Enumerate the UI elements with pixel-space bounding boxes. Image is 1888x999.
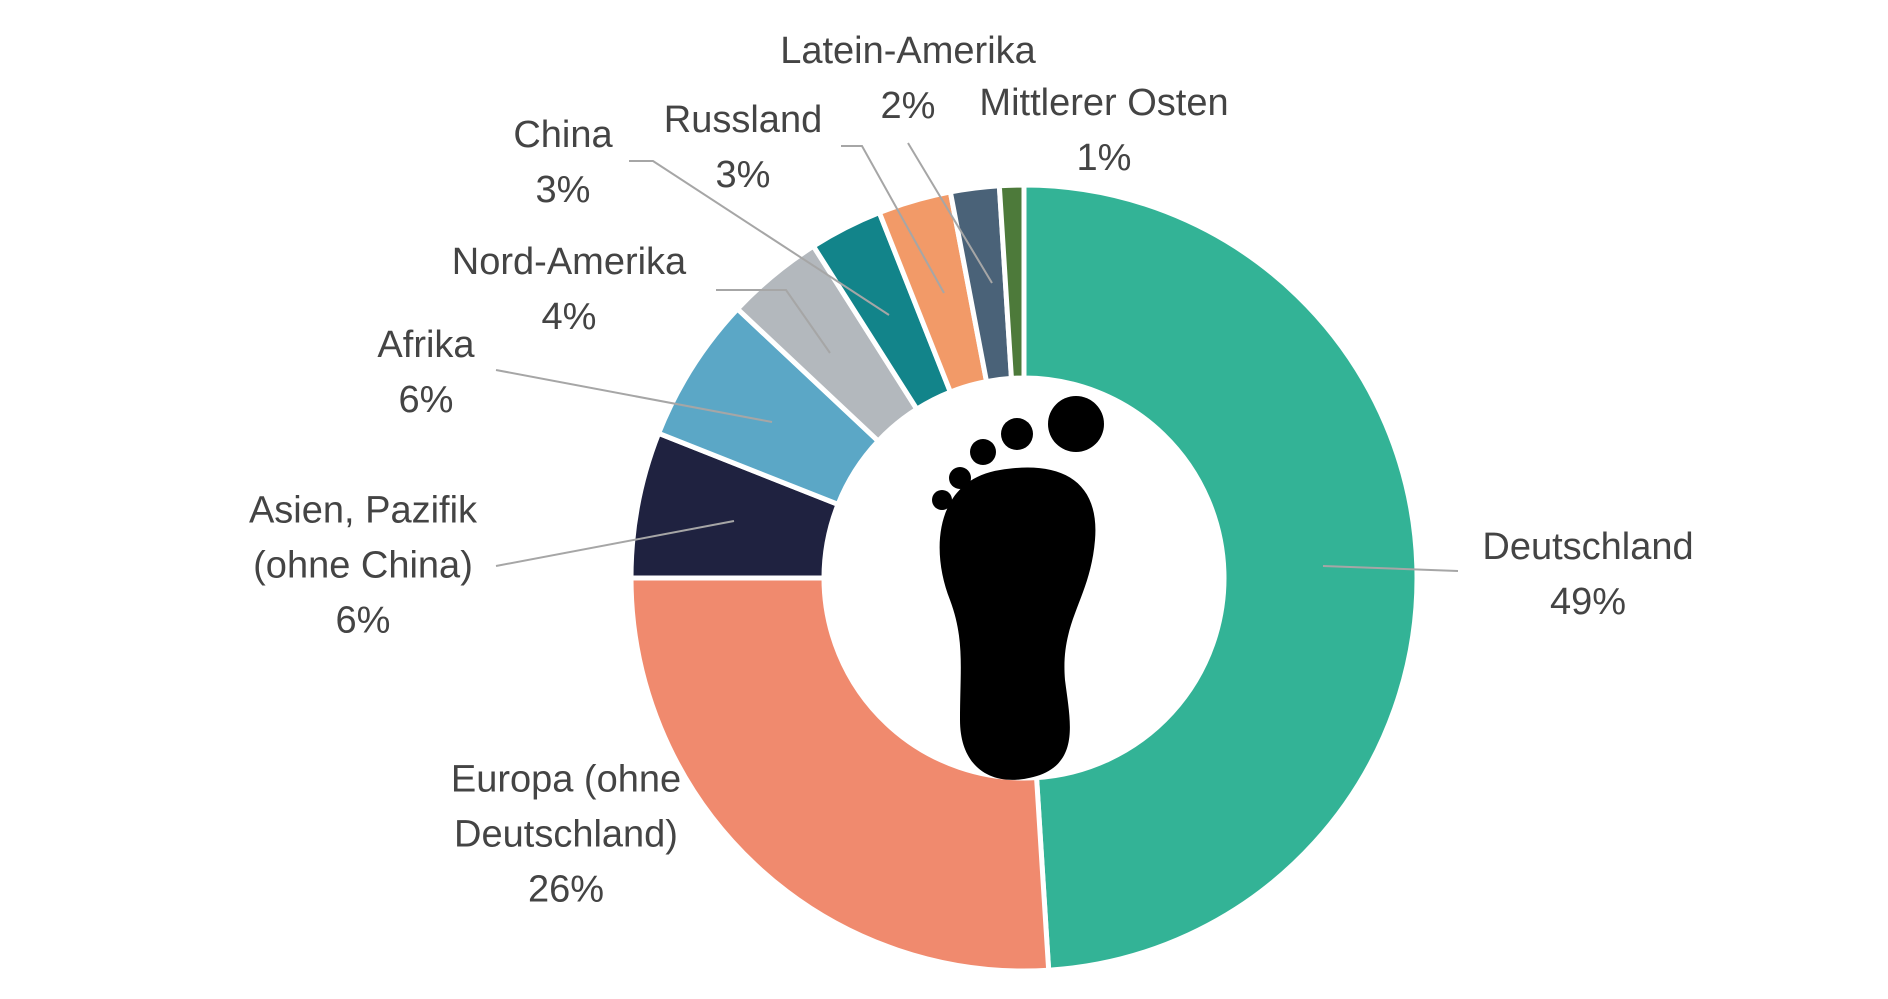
value-label: 6% — [398, 379, 454, 421]
data-label: Afrika 6% — [377, 318, 474, 428]
data-label: Mittlerer Osten 1% — [979, 76, 1228, 186]
data-label: Russland 3% — [664, 93, 822, 203]
category-label: Afrika — [377, 323, 475, 366]
category-label: China — [513, 113, 613, 156]
category-label: Asien, Pazifik (ohne China) — [248, 489, 478, 587]
leader-lines — [495, 142, 1459, 572]
leader-line — [495, 369, 773, 423]
data-label: China 3% — [513, 108, 612, 218]
slices — [628, 182, 1420, 974]
category-label: Nord-Amerika — [451, 240, 687, 283]
category-label: Russland — [663, 98, 823, 141]
value-label: 4% — [541, 296, 597, 338]
value-label: 49% — [1549, 581, 1627, 623]
leader-line — [841, 145, 945, 294]
category-label: Deutschland — [1482, 525, 1694, 568]
data-label: Europa (ohne Deutschland) 26% — [431, 752, 701, 917]
leader-line — [495, 520, 735, 567]
category-label: Mittlerer Osten — [979, 81, 1229, 124]
data-label: Nord-Amerika 4% — [452, 235, 686, 345]
donut-slice — [1021, 182, 1420, 973]
category-label: Europa (ohne Deutschland) — [450, 758, 682, 856]
category-label: Latein-Amerika — [780, 29, 1036, 72]
value-label: 3% — [535, 169, 591, 211]
data-label: Latein-Amerika 2% — [780, 24, 1036, 134]
value-label: 26% — [527, 868, 605, 911]
leader-line — [629, 160, 890, 316]
donut-slice — [996, 182, 1027, 382]
donut-slice — [628, 575, 1052, 974]
value-label: 2% — [880, 85, 936, 127]
leader-line — [1322, 565, 1459, 572]
value-label: 1% — [1076, 137, 1132, 179]
leader-line — [907, 142, 993, 284]
footprint-icon — [932, 396, 1104, 780]
data-label: Deutschland 49% — [1482, 520, 1693, 630]
data-label: Asien, Pazifik (ohne China) 6% — [221, 483, 506, 648]
leader-line — [716, 289, 831, 354]
value-label: 3% — [715, 154, 771, 196]
value-label: 6% — [335, 599, 391, 642]
